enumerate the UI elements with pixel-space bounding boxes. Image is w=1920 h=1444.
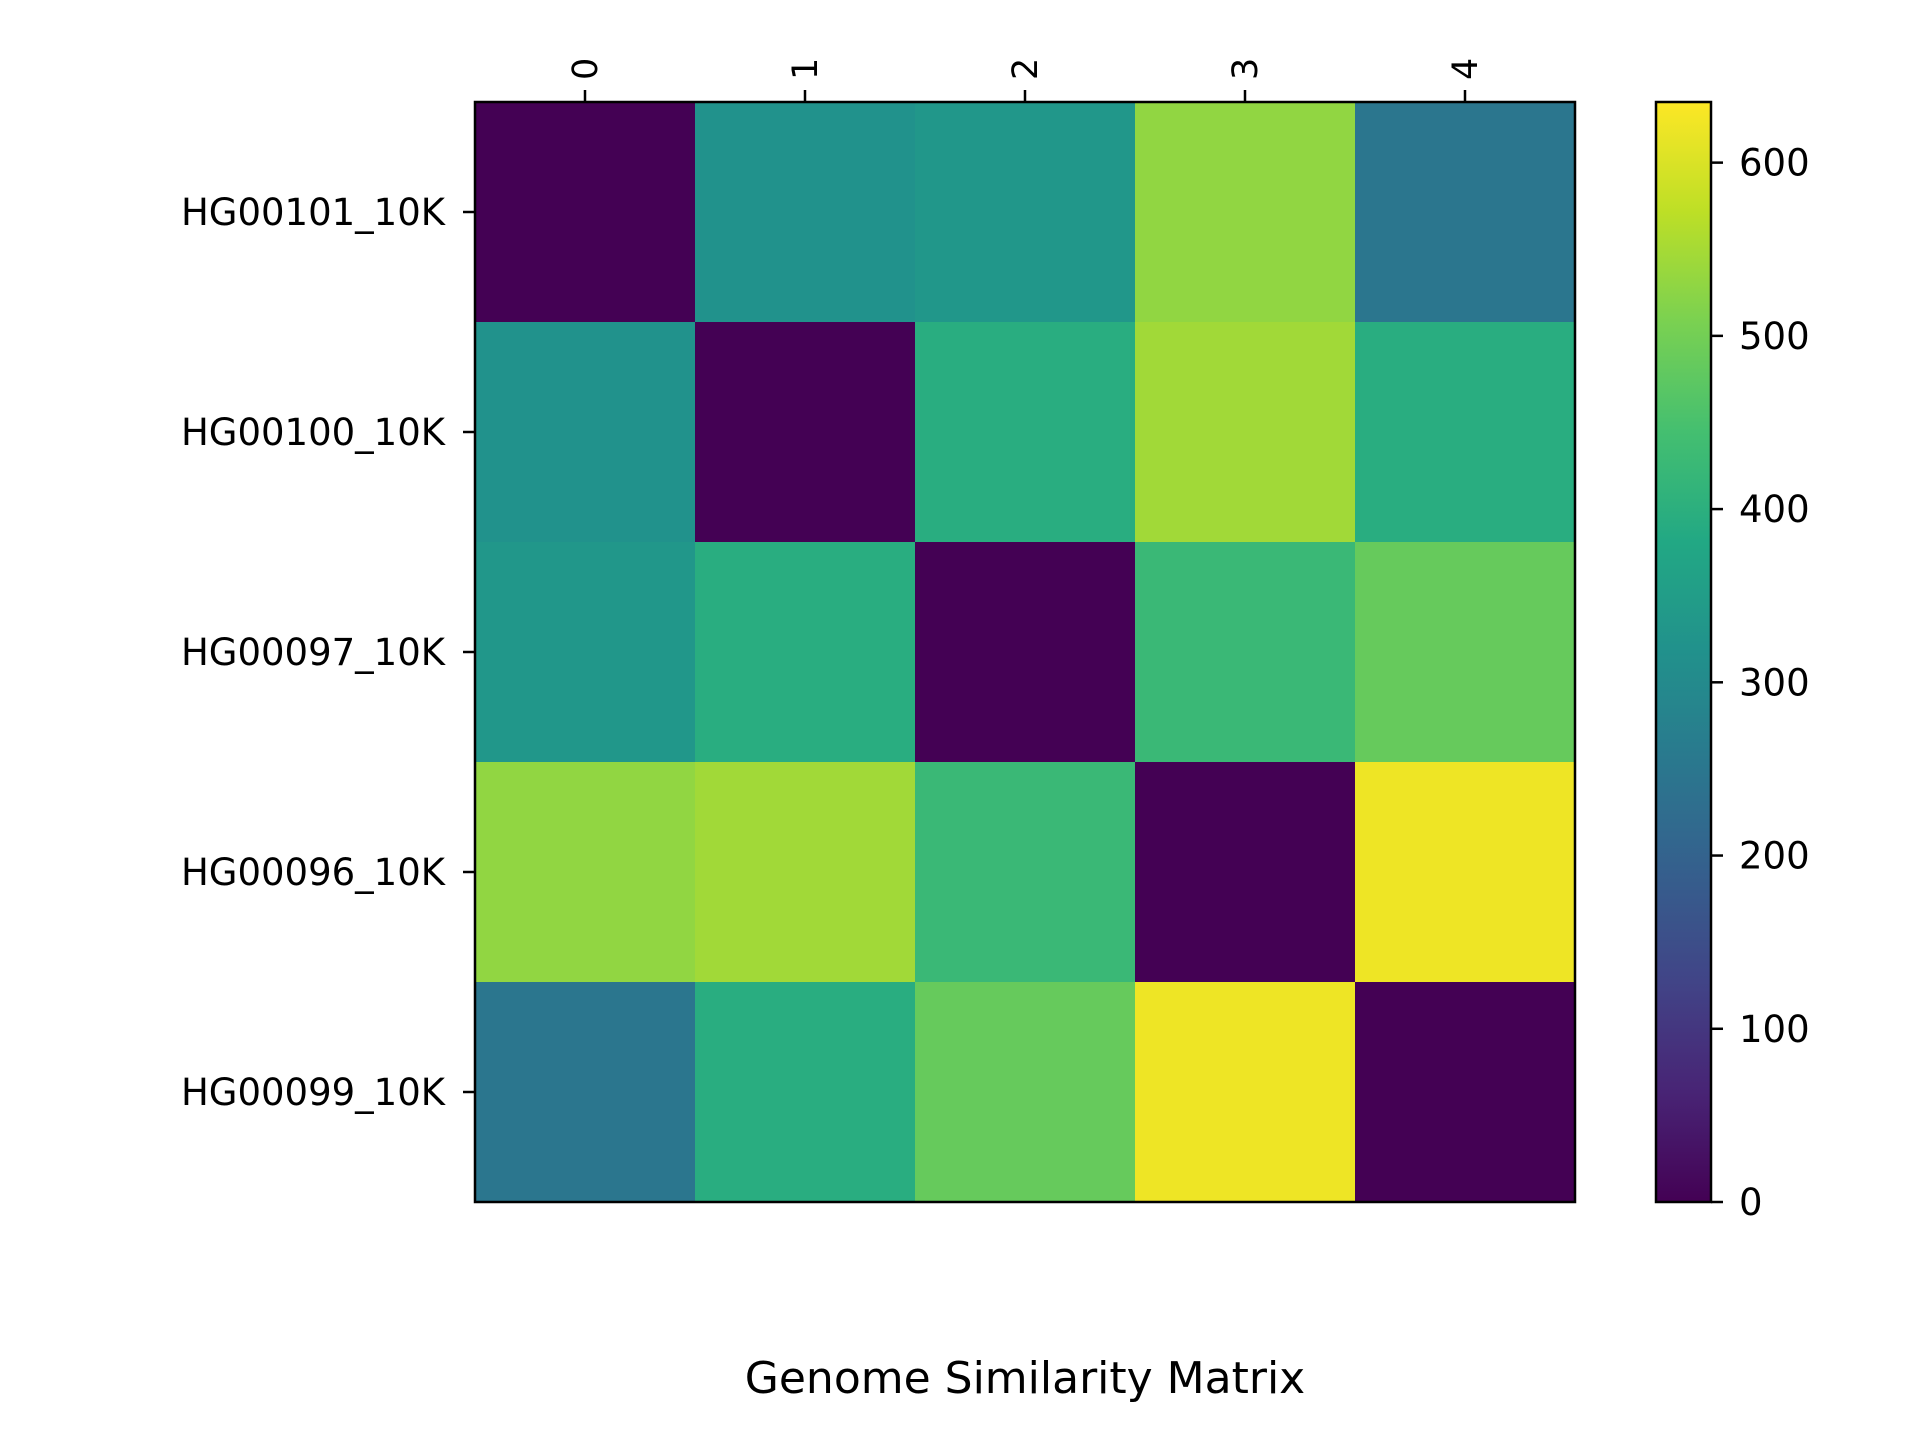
colorbar-tick-label: 500: [1739, 315, 1810, 358]
x-tick-label: 0: [566, 58, 606, 80]
colorbar-tick-label: 300: [1739, 661, 1810, 704]
heatmap-cell: [475, 982, 696, 1203]
colorbar-ticks: 0 100 200 300 400 500 600: [1711, 142, 1810, 1224]
x-tick-label: 1: [786, 58, 826, 80]
heatmap-cell: [1355, 102, 1576, 323]
x-tick-label: 3: [1226, 58, 1266, 80]
heatmap-cell: [475, 102, 696, 323]
y-tick-label: HG00100_10K: [181, 411, 447, 454]
heatmap-cell: [1135, 102, 1356, 323]
y-tick-label: HG00096_10K: [181, 851, 447, 894]
heatmap-cell: [1135, 322, 1356, 543]
heatmap-cell: [915, 982, 1136, 1203]
y-axis-ticks: HG00101_10K HG00100_10K HG00097_10K HG00096…: [181, 191, 475, 1114]
heatmap-cell: [915, 102, 1136, 323]
heatmap-cell: [1355, 982, 1576, 1203]
heatmap-cell: [695, 102, 916, 323]
chart-title: Genome Similarity Matrix: [745, 1353, 1305, 1404]
heatmap-cell: [915, 542, 1136, 763]
heatmap-cell: [695, 982, 916, 1203]
colorbar: [1654, 100, 1713, 1204]
colorbar-tick-label: 600: [1739, 142, 1810, 185]
x-axis-ticks: 0 1 2 3 4: [566, 58, 1486, 102]
heatmap-cell: [695, 322, 916, 543]
y-tick-label: HG00097_10K: [181, 631, 447, 674]
heatmap-cells: [475, 102, 1576, 1203]
heatmap-cell: [1135, 762, 1356, 983]
x-tick-label: 4: [1446, 58, 1486, 80]
heatmap-cell: [1355, 762, 1576, 983]
heatmap-cell: [695, 542, 916, 763]
heatmap-cell: [1135, 982, 1356, 1203]
heatmap-cell: [915, 322, 1136, 543]
heatmap-cell: [1355, 542, 1576, 763]
heatmap-cell: [1355, 322, 1576, 543]
y-tick-label: HG00099_10K: [181, 1071, 447, 1114]
y-tick-label: HG00101_10K: [181, 191, 447, 234]
colorbar-tick-label: 200: [1739, 835, 1810, 878]
x-tick-label: 2: [1006, 58, 1046, 80]
colorbar-tick-label: 0: [1739, 1181, 1763, 1224]
heatmap-cell: [915, 762, 1136, 983]
heatmap-cell: [475, 322, 696, 543]
heatmap-cell: [1135, 542, 1356, 763]
heatmap-cell: [475, 542, 696, 763]
heatmap-cell: [695, 762, 916, 983]
colorbar-tick-label: 100: [1739, 1008, 1810, 1051]
heatmap-cell: [475, 762, 696, 983]
colorbar-tick-label: 400: [1739, 488, 1810, 531]
